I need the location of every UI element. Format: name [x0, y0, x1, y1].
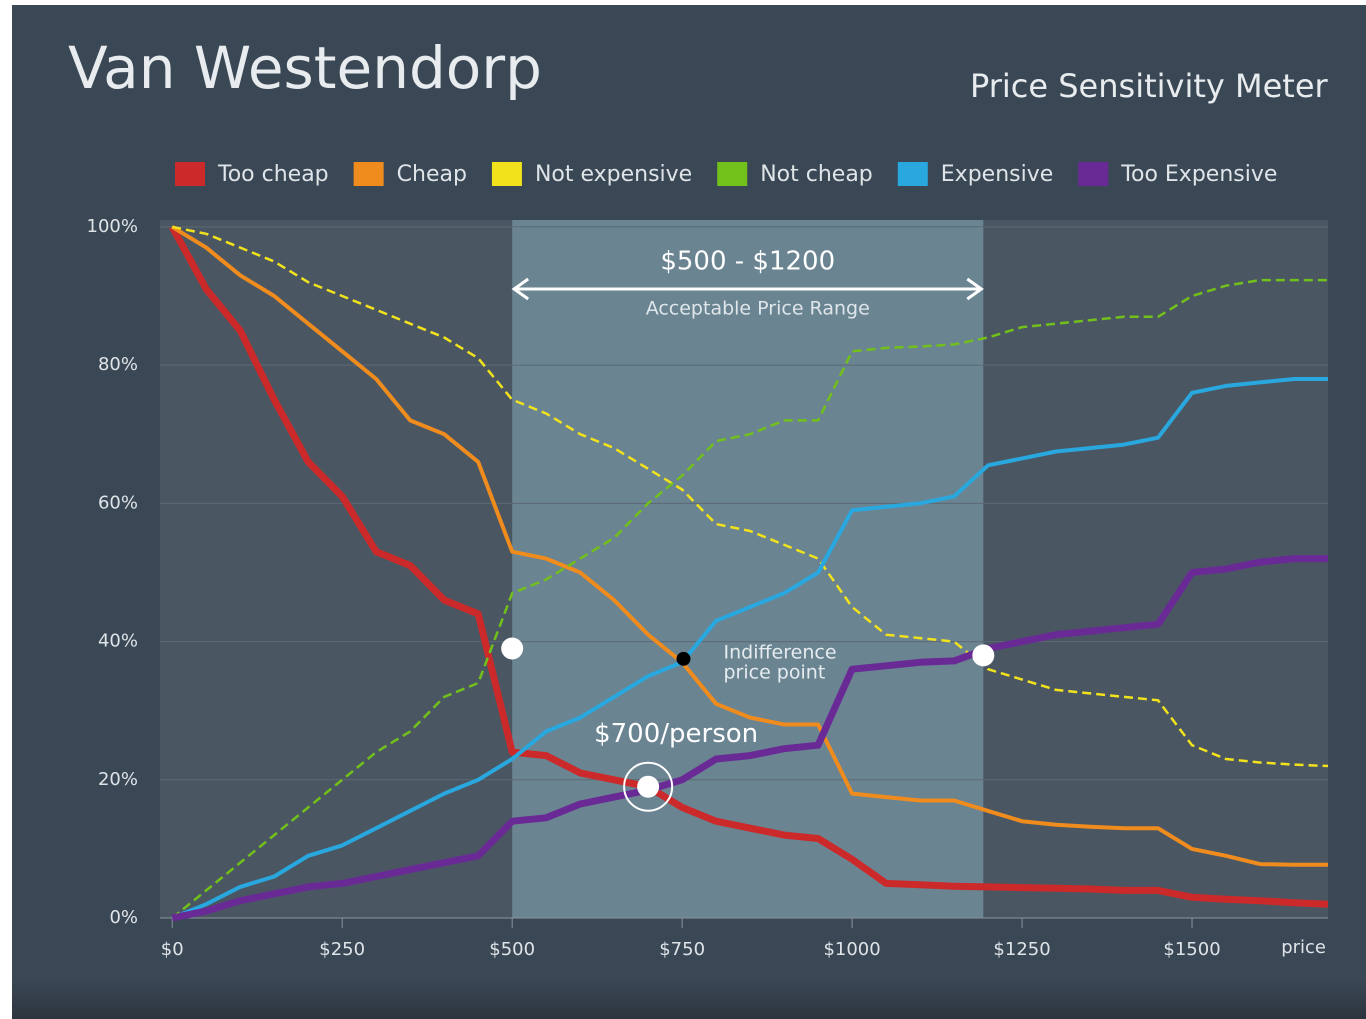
- range-caption: Acceptable Price Range: [646, 298, 870, 320]
- y-tick-label: 80%: [98, 354, 138, 375]
- legend-swatch: [897, 162, 928, 186]
- legend-label: Not cheap: [760, 162, 873, 187]
- legend-label: Cheap: [397, 162, 467, 187]
- chart-subtitle: Price Sensitivity Meter: [970, 67, 1329, 105]
- series-line: [169, 225, 1329, 908]
- y-tick-label: 60%: [98, 492, 138, 513]
- arrow-head: [511, 277, 530, 301]
- marker: [676, 651, 691, 666]
- legend-label: Not expensive: [535, 162, 692, 187]
- chart-title: Van Westendorp: [68, 34, 542, 102]
- legend-label: Too Expensive: [1120, 162, 1277, 187]
- legend-swatch: [1078, 162, 1109, 186]
- legend-label: Too cheap: [217, 162, 329, 187]
- y-tick-label: 100%: [87, 216, 138, 237]
- x-tick-label: $0: [161, 939, 184, 960]
- range-label: $500 - $1200: [660, 247, 835, 277]
- x-axis-label: price: [1281, 937, 1326, 958]
- arrow-head: [966, 277, 984, 301]
- x-tick-label: $250: [319, 939, 365, 960]
- legend: Too cheap Cheap Not expensive Not cheap Expe…: [175, 162, 1277, 187]
- acceptable-range: [512, 220, 984, 918]
- marker: [501, 637, 524, 660]
- series-line: [171, 278, 1328, 919]
- y-tick-label: 0%: [109, 907, 138, 928]
- legend-swatch: [717, 162, 748, 186]
- x-tick-label: $1500: [1163, 939, 1220, 960]
- y-tick-label: 20%: [98, 769, 138, 790]
- legend-label: Expensive: [941, 162, 1054, 187]
- optimal-label: $700/person: [594, 719, 758, 749]
- x-tick-label: $500: [489, 939, 535, 960]
- marker: [637, 775, 660, 798]
- x-tick-label: $750: [659, 939, 705, 960]
- indifference-label: Indifference: [723, 641, 836, 663]
- indifference-label: price point: [723, 661, 825, 683]
- panel-foot: [12, 980, 1366, 1019]
- legend-swatch: [491, 162, 522, 186]
- x-tick-label: $1000: [823, 939, 880, 960]
- series-line: [171, 377, 1328, 920]
- marker-ring: [623, 761, 674, 812]
- series-line: [171, 555, 1328, 922]
- x-tick-label: $1250: [993, 939, 1050, 960]
- legend-swatch: [353, 162, 384, 186]
- series-line: [171, 225, 1328, 867]
- y-tick-label: 40%: [98, 631, 138, 652]
- legend-swatch: [175, 162, 205, 186]
- series-line: [171, 225, 1329, 768]
- marker: [972, 644, 995, 667]
